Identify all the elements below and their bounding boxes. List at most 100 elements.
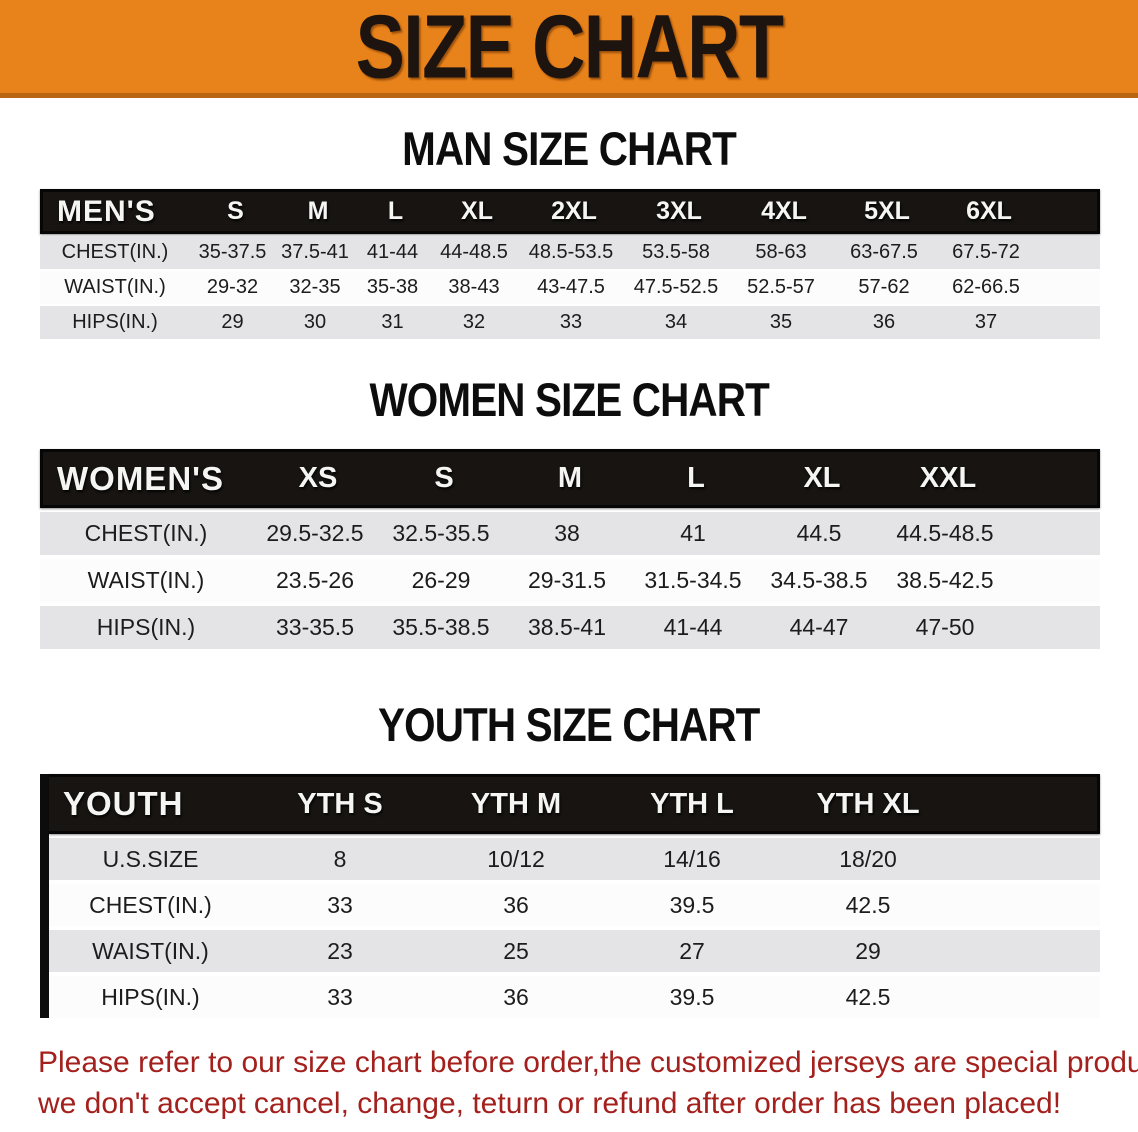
column-header: 2XL [551, 197, 597, 225]
size-cell: 25 [503, 937, 529, 964]
table-row: CHEST(IN.) 33 36 39.5 42.5 [49, 884, 1100, 926]
disclaimer-line-2: we don't accept cancel, change, teturn o… [38, 1087, 1062, 1120]
table-row: CHEST(IN.) 35-37.5 37.5-41 41-44 44-48.5 48.5… [40, 236, 1100, 269]
column-header: S [434, 462, 454, 494]
size-cell: 33-35.5 [275, 614, 354, 640]
size-cell: 62-66.5 [952, 276, 1020, 298]
size-cell: 43-47.5 [537, 276, 605, 298]
size-cell: 32 [462, 311, 486, 333]
column-header: 6XL [966, 197, 1012, 225]
row-label: CHEST(IN.) [84, 520, 208, 546]
column-header: L [687, 462, 705, 494]
table-row: CHEST(IN.) 29.5-32.5 32.5-35.5 38 41 44.5 44.5… [40, 512, 1100, 555]
disclaimer-line-1: Please refer to our size chart before or… [38, 1046, 1138, 1079]
size-cell: 67.5-72 [952, 241, 1020, 263]
column-header: 4XL [761, 197, 807, 225]
size-cell: 36 [503, 983, 529, 1010]
size-cell: 35-38 [366, 276, 419, 298]
size-cell: 32.5-35.5 [392, 520, 490, 546]
column-header: L [387, 197, 404, 225]
column-header: XL [461, 197, 493, 225]
column-header: XS [298, 462, 338, 494]
column-header: S [227, 197, 244, 225]
size-table-youth: YOUTH YTH S YTH M YTH L YTH XL U.S.SIZE 8 10/12… [40, 774, 1100, 1018]
size-chart-sections: MAN SIZE CHART MEN'S S M L XL 2XL 3XL 4XL 5XL 6XL C… [0, 125, 1138, 1018]
table-row: WAIST(IN.) 23 25 27 29 [49, 930, 1100, 972]
size-cell: 33 [327, 891, 353, 918]
size-cell: 29-32 [206, 276, 259, 298]
section-heading-text: MAN SIZE CHART [402, 122, 737, 175]
column-header: XXL [919, 462, 977, 494]
size-cell: 8 [333, 845, 347, 872]
size-cell: 29.5-32.5 [266, 520, 364, 546]
size-cell: 41-44 [663, 614, 723, 640]
size-cell: 39.5 [669, 983, 715, 1010]
size-cell: 34.5-38.5 [770, 567, 868, 593]
size-cell: 35 [769, 311, 793, 333]
size-cell: 32-35 [289, 276, 341, 298]
disclaimer: Please refer to our size chart before or… [38, 1042, 1138, 1124]
section-heading-women: WOMEN SIZE CHART [0, 376, 1138, 423]
table-row: WAIST(IN.) 23.5-26 26-29 29-31.5 31.5-34.5 34… [40, 559, 1100, 602]
table-header-row: YOUTH YTH S YTH M YTH L YTH XL [49, 774, 1100, 834]
size-cell: 23.5-26 [275, 567, 354, 593]
table-row: HIPS(IN.) 33-35.5 35.5-38.5 38.5-41 41-44 44-… [40, 606, 1100, 649]
table-row: HIPS(IN.) 29 30 31 32 33 34 35 36 37 [40, 306, 1100, 339]
size-cell: 39.5 [669, 891, 715, 918]
table-row: WAIST(IN.) 29-32 32-35 35-38 38-43 43-47.5 47.… [40, 271, 1100, 304]
size-cell: 37 [974, 311, 998, 333]
column-header: YTH XL [816, 787, 920, 820]
row-label: CHEST(IN.) [89, 891, 212, 918]
size-cell: 44-48.5 [440, 241, 508, 263]
column-header: XL [803, 462, 841, 494]
size-cell: 63-67.5 [850, 241, 918, 263]
row-label: HIPS(IN.) [101, 983, 200, 1010]
row-label: U.S.SIZE [102, 845, 199, 872]
table-row: U.S.SIZE 8 10/12 14/16 18/20 [49, 838, 1100, 880]
column-header: M [557, 462, 583, 494]
size-cell: 33 [559, 311, 583, 333]
column-header: YTH M [470, 787, 562, 820]
size-cell: 52.5-57 [747, 276, 815, 298]
size-cell: 44.5-48.5 [896, 520, 994, 546]
size-table-men: MEN'S S M L XL 2XL 3XL 4XL 5XL 6XL CHEST(IN.) 35-37… [40, 189, 1100, 339]
size-cell: 41-44 [366, 241, 419, 263]
column-header: YTH S [297, 787, 383, 820]
size-cell: 37.5-41 [281, 241, 349, 263]
size-cell: 27 [679, 937, 705, 964]
size-cell: 48.5-53.5 [528, 241, 614, 263]
row-label: HIPS(IN.) [96, 614, 196, 640]
size-cell: 57-62 [858, 276, 910, 298]
column-header: YTH L [650, 787, 734, 820]
table-corner-label: MEN'S [57, 194, 156, 228]
size-cell: 44.5 [796, 520, 842, 546]
size-cell: 31 [381, 311, 404, 333]
size-cell: 35.5-38.5 [392, 614, 490, 640]
size-cell: 42.5 [845, 983, 891, 1010]
size-cell: 47-50 [915, 614, 975, 640]
section-heading-youth: YOUTH SIZE CHART [0, 701, 1138, 748]
section-heading-men: MAN SIZE CHART [0, 125, 1138, 172]
table-corner-label: YOUTH [63, 785, 184, 822]
size-cell: 38.5-42.5 [896, 567, 994, 593]
table-row: HIPS(IN.) 33 36 39.5 42.5 [49, 976, 1100, 1018]
size-cell: 38 [554, 520, 580, 546]
table-header-row: WOMEN'S XS S M L XL XXL [40, 449, 1100, 508]
table-corner-label: WOMEN'S [57, 459, 225, 497]
size-cell: 29-31.5 [527, 567, 606, 593]
page-title: SIZE CHART [355, 0, 784, 97]
size-cell: 31.5-34.5 [644, 567, 742, 593]
size-cell: 29 [221, 311, 244, 333]
size-cell: 38-43 [448, 276, 500, 298]
size-cell: 38.5-41 [527, 614, 606, 640]
size-cell: 29 [855, 937, 881, 964]
column-header: 3XL [656, 197, 702, 225]
banner: SIZE CHART [0, 0, 1138, 98]
size-cell: 18/20 [839, 845, 897, 872]
section-heading-text: YOUTH SIZE CHART [378, 698, 760, 751]
size-cell: 10/12 [487, 845, 545, 872]
row-label: WAIST(IN.) [87, 567, 205, 593]
size-cell: 36 [872, 311, 896, 333]
row-label: WAIST(IN.) [64, 276, 166, 298]
